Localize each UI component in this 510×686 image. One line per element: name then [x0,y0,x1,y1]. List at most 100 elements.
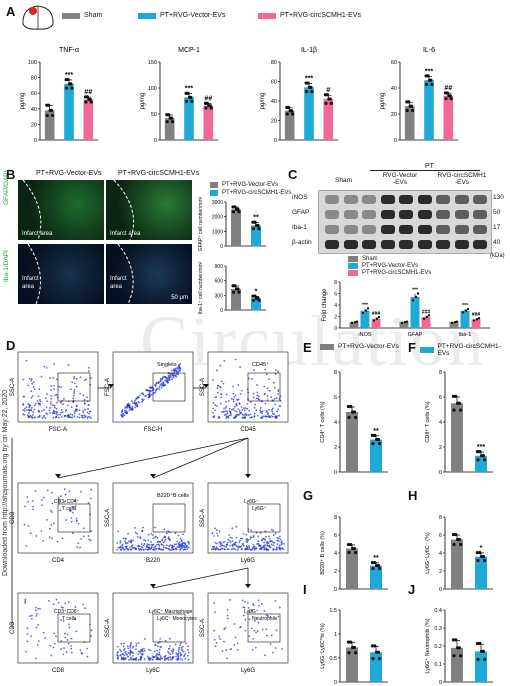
blot-row-label: β-actin [292,239,312,246]
event-dot [72,401,75,403]
event-dot [90,629,93,632]
event-dot [70,406,73,409]
event-dot [43,414,45,417]
data-point [451,532,455,537]
event-dot [63,647,65,649]
event-dot [69,413,72,415]
event-dot [37,416,40,419]
event-dot [279,538,282,541]
significance-mark: * [255,288,258,295]
event-dot [147,539,150,542]
event-dot [51,404,54,407]
blot-band [380,210,395,219]
event-dot [29,532,32,535]
event-dot [46,489,49,492]
data-point [324,101,328,105]
event-dot [269,643,272,645]
event-dot [226,614,229,617]
blot-band [417,210,432,219]
event-dot [171,652,174,655]
y-tick-label: 4 [439,551,442,557]
event-dot [149,387,151,389]
event-dot [33,388,36,391]
event-dot [58,498,60,501]
event-dot [159,657,162,659]
event-dot [141,546,144,549]
event-dot [213,638,216,641]
event-dot [123,414,126,417]
y-tick-label: 20 [271,119,277,125]
data-point [209,106,213,110]
event-dot [278,544,281,547]
gate-box [247,503,281,533]
micrograph-gfap-circ: Infarct area [106,180,192,240]
event-dot [178,646,181,649]
event-dot [23,395,26,398]
event-dot [223,640,225,643]
event-dot [116,654,118,656]
data-point [475,551,479,555]
event-dot [213,629,216,632]
flow-cytometry-gating: FSC-ASSC-AFSC-HFSC-ASingletsCD45SSC-ACD4… [10,351,289,674]
event-dot [228,414,231,417]
data-point [483,558,487,563]
event-dot [175,548,178,551]
data-point [170,119,175,124]
event-dot [261,412,264,415]
event-dot [274,532,277,535]
event-dot [252,543,255,546]
event-dot [217,548,220,551]
y-tick-label: 0 [34,138,37,144]
event-dot [160,377,162,380]
event-dot [34,416,36,419]
event-dot [38,388,41,391]
event-dot [166,377,169,379]
event-dot [118,546,121,549]
event-dot [225,393,228,396]
event-dot [142,544,145,547]
event-dot [263,385,266,388]
event-dot [82,394,85,397]
y-axis-label: B220⁺ B cells (%) [319,531,326,575]
event-dot [179,548,182,551]
event-dot [131,546,134,549]
event-dot [275,397,278,399]
data-point [454,394,458,398]
event-dot [160,543,163,546]
flow-plot-p5: B220 SSC-A B220⁺B cells [105,482,194,564]
event-dot [263,415,266,418]
event-dot [143,649,146,652]
event-dot [124,405,127,408]
event-dot [87,502,90,504]
data-point [464,309,468,312]
event-dot [137,396,140,399]
event-dot [121,545,124,547]
event-dot [132,408,134,411]
y-tick-label: 6 [334,292,337,298]
event-dot [157,547,160,550]
event-dot [131,651,134,654]
bar [371,318,381,328]
event-dot [64,636,67,639]
event-dot [250,609,253,612]
event-dot [83,402,86,404]
event-dot [174,374,177,377]
data-point [168,116,172,120]
event-dot [35,615,38,617]
data-point [351,546,355,551]
event-dot [53,404,56,407]
event-dot [80,538,82,540]
significance-mark: *** [305,75,313,82]
event-dot [281,647,283,650]
event-dot [38,402,41,405]
event-dot [158,653,161,656]
event-dot [221,650,224,652]
y-axis-label: CD3 [10,621,16,634]
event-dot [28,377,31,380]
event-dot [171,378,173,381]
event-dot [160,548,163,551]
event-dot [56,378,58,381]
y-tick-label: 0 [439,680,442,686]
blot-band [436,210,450,219]
x-tick-label: GFAP [408,332,423,338]
